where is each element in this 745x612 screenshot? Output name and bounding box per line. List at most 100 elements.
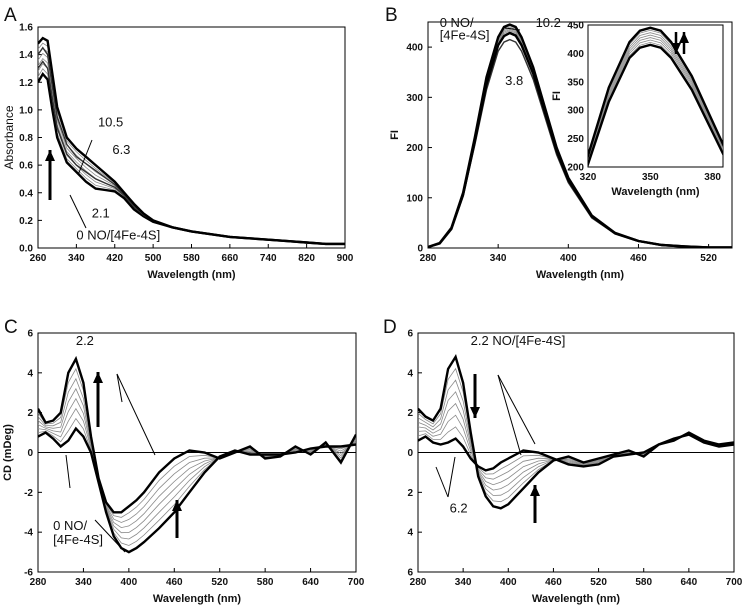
x-axis-label: Wavelength (nm) [147,269,236,281]
panel-c: C 280 340 400 460 520 580 640 700 -6 -4 -2 0 2 4 6 Wavel… [2,317,365,605]
series-group [38,36,345,246]
series-line [38,60,345,245]
annotation-label: 6.3 [112,142,130,157]
annotation-label: 0 NO/ [440,15,474,30]
arrow-up-a [45,150,55,200]
x-tick-label: 340 [455,577,472,588]
inset-intermediate-curve [588,32,723,160]
annotation-label: 0 NO/[4Fe-4S] [76,228,160,243]
y-tick-label: 0 [27,448,33,459]
y-tick-label: 1.0 [19,105,33,116]
x-tick-label: 460 [630,253,647,264]
plot-frame [427,21,733,249]
x-tick-label: 280 [420,253,437,264]
y-tick-label: 6 [27,329,33,340]
leader-line [77,139,93,176]
inset-intermediate-curve [588,39,723,163]
annotation-label: 0 NO/ [53,518,87,533]
series-line [38,36,345,246]
annotation-label: [4Fe-4S] [53,532,103,547]
annotation-label: 10.5 [98,114,123,129]
y-tick-label: -2 [24,488,33,499]
inset-x-tick-label: 350 [642,172,659,183]
y-tick-label: 1.2 [19,78,33,89]
x-tick-label: 520 [590,577,607,588]
x-tick-label: 420 [106,253,123,264]
intermediate-curve [38,57,345,245]
y-tick-label: 1.6 [19,23,33,34]
x-tick-label: 580 [635,577,652,588]
leader-line [116,373,156,456]
x-tick-label: 580 [257,577,274,588]
leader-line [69,194,87,229]
series-line [38,46,345,245]
inset-y-tick-label: 400 [567,49,584,60]
x-axis-label: Wavelength (nm) [532,593,621,605]
y-tick-label: 300 [406,93,423,104]
y-axis-label: CD (mDeg) [2,424,14,481]
series-group [418,353,734,510]
series-line [418,353,734,510]
arrow-up-c [93,372,103,427]
x-tick-label: 340 [68,253,85,264]
arrow-up-c2 [172,500,182,538]
inset-y-tick-label: 250 [567,134,584,145]
inset-arrow-up [679,32,689,54]
x-tick-label: 520 [700,253,717,264]
leader-line [497,374,522,456]
x-tick-label: 280 [30,577,47,588]
y-tick-label: -4 [24,528,33,539]
panel-letter-b: B [385,5,398,26]
intermediate-curve [38,47,345,245]
inset-intermediate-curve [588,34,723,161]
inset-y-tick-label: 200 [567,163,584,174]
x-tick-label: 820 [298,253,315,264]
y-tick-label: 1.4 [19,50,33,61]
annotation-label: [4Fe-4S] [440,28,490,43]
x-tick-label: 400 [560,253,577,264]
x-tick-label: 640 [681,577,698,588]
y-tick-label: 0.6 [19,161,33,172]
inset-x-tick-label: 380 [704,172,721,183]
intermediate-curve [418,402,734,486]
series-line [418,433,734,472]
inset-y-tick-label: 350 [567,77,584,88]
y-tick-label: 200 [406,143,423,154]
leader-line [497,374,536,445]
panel-letter-d: D [383,317,397,338]
y-tick-label: 6 [407,568,413,579]
x-tick-label: 260 [30,253,47,264]
y-tick-label: 2 [407,408,413,419]
y-tick-label: 400 [406,43,423,54]
inset-y-tick-label: 300 [567,106,584,117]
x-tick-label: 460 [545,577,562,588]
arrow-down-d [470,374,480,418]
y-tick-label: 4 [27,368,33,379]
intermediate-curve [38,42,345,245]
x-tick-label: 660 [222,253,239,264]
x-tick-label: 280 [410,577,427,588]
inset-series-line [588,26,723,160]
x-tick-label: 580 [183,253,200,264]
y-tick-label: 4 [407,368,413,379]
inset-x-axis-label: Wavelength (nm) [611,186,700,198]
plot-frame [37,26,346,249]
y-tick-label: 4 [407,528,413,539]
x-tick-label: 340 [490,253,507,264]
x-tick-label: 640 [302,577,319,588]
x-tick-label: 460 [166,577,183,588]
inset-y-axis-label: FI [551,91,563,101]
y-tick-label: 2 [407,488,413,499]
intermediate-curve [38,52,345,245]
series-group [38,355,356,554]
y-tick-label: 6 [407,329,413,340]
y-axis-label: FI [389,130,401,140]
x-axis-label: Wavelength (nm) [536,269,625,281]
annotation-label: 2.1 [92,206,110,221]
leader-line [504,27,521,31]
x-tick-label: 740 [260,253,277,264]
panel-a: A 260 340 420 500 580 660 740 820 900 0.0 0.2 0.4 0.6… [2,5,354,281]
inset-y-tick-label: 450 [567,21,584,32]
y-tick-label: 0.0 [19,244,33,255]
